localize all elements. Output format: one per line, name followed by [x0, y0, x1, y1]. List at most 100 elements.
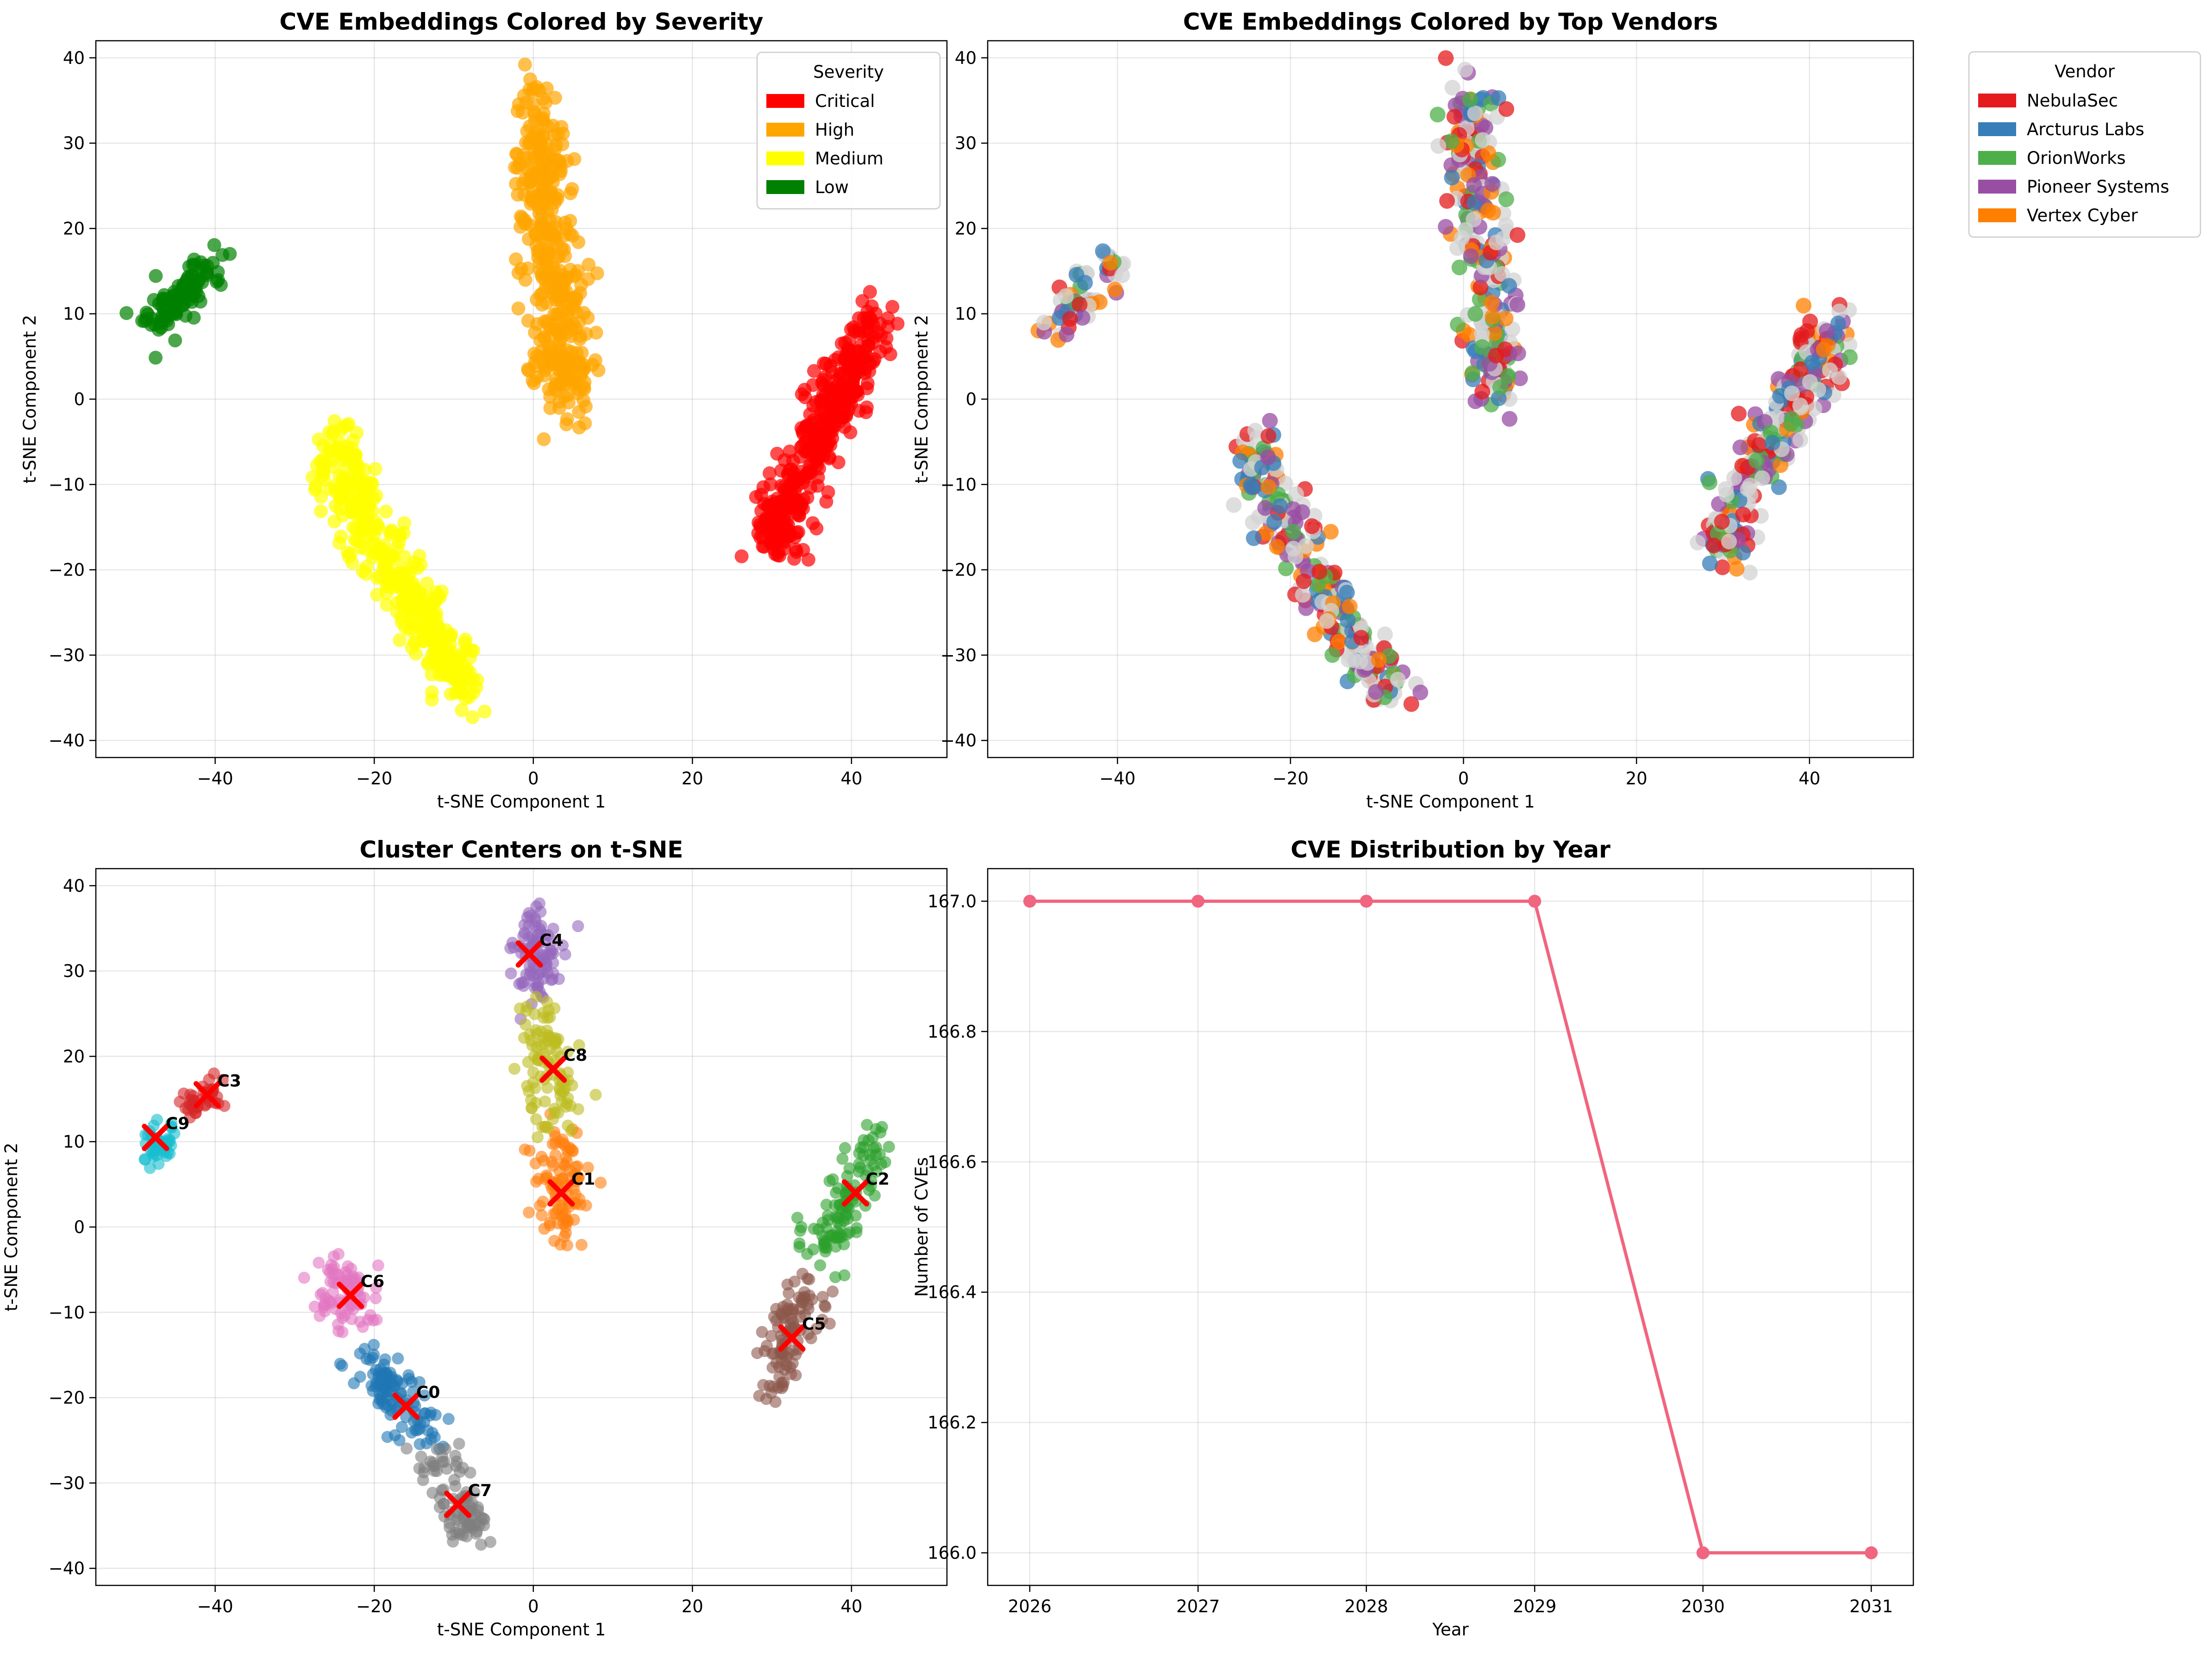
scatter-point	[526, 84, 540, 98]
y-tick-label: 30	[955, 133, 977, 153]
scatter-point	[529, 238, 544, 252]
cluster-point	[832, 1212, 844, 1224]
legend-label: Arcturus Labs	[2027, 119, 2144, 139]
cluster-point	[783, 1287, 795, 1299]
cluster-point	[548, 1038, 561, 1050]
scatter-point	[1806, 401, 1823, 417]
scatter-point	[1485, 205, 1501, 221]
cluster-point	[787, 1316, 799, 1329]
cluster-point	[841, 1170, 853, 1182]
cluster-point	[535, 1209, 548, 1221]
cluster-point	[533, 897, 546, 910]
scatter-point	[809, 521, 824, 536]
scatter-point	[1485, 308, 1501, 325]
scatter-point	[561, 307, 575, 322]
x-tick-label: 20	[682, 1597, 703, 1616]
scatter-point	[1510, 227, 1526, 243]
y-tick-label: 30	[63, 961, 85, 981]
x-tick-label: 0	[528, 769, 539, 789]
scatter-point	[1429, 106, 1446, 123]
center-x-stroke	[539, 1055, 567, 1083]
cluster-point	[523, 1145, 536, 1157]
scatter-point	[1792, 432, 1808, 448]
scatter-point	[1474, 339, 1490, 355]
cluster-point	[827, 1285, 839, 1298]
cluster-point	[203, 1073, 215, 1086]
cluster-point	[805, 1332, 817, 1345]
x-axis-label: Year	[1432, 1620, 1469, 1640]
scatter-point	[1438, 219, 1454, 235]
scatter-point	[539, 95, 553, 110]
cluster-point	[448, 1474, 461, 1486]
y-tick-label: 20	[63, 219, 85, 238]
center-x-stroke	[547, 1179, 575, 1207]
scatter-point	[509, 146, 523, 161]
cluster-point	[756, 1326, 768, 1338]
scatter-point	[1488, 348, 1504, 364]
scatter-point	[830, 379, 845, 393]
y-tick-label: 20	[955, 219, 977, 238]
cluster-point	[803, 1289, 816, 1302]
cluster-point	[572, 1103, 584, 1115]
y-tick-label: −30	[49, 1473, 85, 1493]
scatter-point	[582, 257, 596, 272]
line-point	[1528, 895, 1542, 908]
scatter-point	[558, 249, 572, 263]
scatter-point	[322, 425, 336, 439]
scatter-point	[168, 333, 182, 348]
cluster-point	[401, 1442, 413, 1455]
scatter-point	[581, 311, 595, 325]
cluster-point	[358, 1343, 371, 1355]
y-tick-label: 166.4	[927, 1283, 977, 1302]
scatter-point	[1059, 326, 1075, 343]
cluster-point	[553, 973, 565, 985]
cluster-point	[553, 1165, 566, 1177]
cluster-point	[367, 1368, 379, 1380]
scatter-point	[1457, 62, 1473, 78]
scatter-point	[536, 182, 550, 196]
scatter-point	[368, 515, 382, 529]
cluster-label: C3	[217, 1071, 241, 1090]
cluster-point	[589, 1089, 602, 1101]
cluster-point	[526, 1102, 538, 1115]
cluster-point	[550, 1207, 562, 1220]
y-tick-label: −10	[940, 475, 977, 495]
scatter-point	[1474, 383, 1491, 400]
scatter-point	[1346, 652, 1362, 668]
scatter-point	[537, 329, 551, 344]
scatter-point	[572, 405, 586, 419]
scatter-point	[1466, 212, 1482, 228]
y-tick-label: −10	[49, 475, 85, 495]
y-tick-label: 10	[955, 304, 977, 324]
cluster-point	[778, 1364, 791, 1376]
scatter-point	[1443, 133, 1460, 150]
scatter-point	[539, 137, 554, 151]
scatter-point	[590, 266, 604, 281]
y-axis-label: t-SNE Component 2	[20, 315, 40, 483]
scatter-point	[1095, 243, 1111, 259]
scatter-point	[521, 313, 535, 328]
scatter-point	[527, 105, 541, 119]
cluster-point	[519, 1018, 532, 1031]
cluster-point	[530, 990, 542, 1003]
scatter-point	[149, 351, 163, 365]
scatter-point	[577, 361, 591, 376]
scatter-point	[813, 428, 827, 442]
scatter-point	[160, 313, 174, 328]
scatter-point	[454, 685, 469, 700]
y-tick-label: −20	[49, 560, 85, 580]
cluster-point	[475, 1539, 487, 1551]
cluster-point	[557, 939, 569, 952]
scatter-point	[1783, 416, 1799, 432]
scatter-point	[379, 504, 393, 519]
cluster-point	[326, 1263, 338, 1276]
cluster-point	[381, 1431, 394, 1443]
scatter-point	[1509, 297, 1525, 313]
scatter-point	[1726, 470, 1742, 486]
scatter-point	[827, 401, 842, 415]
cluster-point	[794, 1225, 806, 1237]
scatter-point	[350, 426, 364, 440]
cluster-label: C2	[865, 1170, 889, 1189]
cluster-label: C8	[564, 1046, 587, 1065]
scatter-point	[576, 393, 590, 407]
